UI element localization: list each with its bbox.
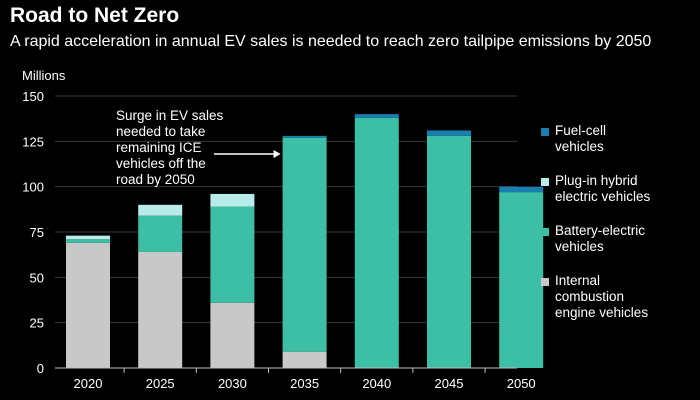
- bar-segment: [138, 251, 183, 368]
- bar-segment: [138, 204, 183, 216]
- annotation-text: Surge in EV sales: [116, 108, 224, 123]
- legend-label-line: electric vehicles: [555, 189, 651, 204]
- bar-segment: [427, 130, 471, 136]
- bar-segment: [354, 114, 399, 118]
- annotation-text: road by 2050: [116, 172, 195, 187]
- bar-segment: [427, 135, 471, 368]
- y-tick-label: 50: [30, 270, 44, 285]
- x-tick-label: 2050: [507, 376, 536, 391]
- annotation-text: needed to take: [116, 124, 205, 139]
- bar-segment: [138, 215, 183, 252]
- legend-swatch: [541, 278, 549, 286]
- annotation-text: vehicles off the: [116, 156, 206, 171]
- y-tick-label: 0: [37, 361, 44, 376]
- bar-segment: [282, 137, 327, 352]
- x-tick-label: 2020: [74, 376, 103, 391]
- bar-segment: [210, 193, 255, 207]
- bar-segment: [282, 351, 327, 368]
- legend-label-line: Internal: [555, 273, 601, 288]
- y-tick-label: 75: [30, 225, 44, 240]
- bar-segment: [210, 206, 255, 303]
- legend-label-line: combustion: [555, 289, 625, 304]
- legend-label: Fuel-cell vehicles: [555, 123, 695, 155]
- legend-swatch: [541, 128, 549, 136]
- x-tick-label: 2045: [435, 376, 464, 391]
- legend-label-line: Plug-in hybrid: [555, 173, 638, 188]
- bar-segment: [66, 239, 110, 243]
- legend-label-line: vehicles: [555, 139, 604, 154]
- bar-segment: [210, 302, 255, 368]
- y-tick-label: 125: [22, 134, 44, 149]
- annotation-text: remaining ICE: [116, 140, 202, 155]
- legend-label-line: Fuel-cell: [555, 123, 607, 138]
- legend-swatch: [541, 178, 549, 186]
- legend-swatch: [541, 228, 549, 236]
- x-tick-label: 2030: [218, 376, 247, 391]
- legend-label: Battery-electric vehicles: [555, 223, 695, 255]
- chart-title: Road to Net Zero: [10, 4, 180, 27]
- bar-segment: [66, 242, 110, 368]
- legend-label-line: Battery-electric: [555, 223, 646, 238]
- chart-subtitle: A rapid acceleration in annual EV sales …: [10, 33, 652, 50]
- bar-segment: [354, 117, 399, 368]
- x-tick-label: 2025: [146, 376, 175, 391]
- y-axis-label: Millions: [22, 68, 66, 83]
- y-tick-label: 100: [22, 180, 44, 195]
- annotation-arrow-head: [273, 150, 281, 158]
- bar-segment: [499, 192, 544, 368]
- legend-label: Internal combustion engine vehicles: [555, 273, 695, 321]
- y-tick-label: 25: [30, 316, 44, 331]
- legend-label-line: vehicles: [555, 239, 604, 254]
- legend-label-line: engine vehicles: [555, 305, 649, 320]
- y-tick-label: 150: [22, 89, 44, 104]
- bar-segment: [66, 235, 110, 240]
- x-tick-label: 2040: [362, 376, 391, 391]
- bar-segment: [499, 186, 544, 193]
- x-tick-label: 2035: [290, 376, 319, 391]
- bar-segment: [282, 135, 327, 138]
- legend-label: Plug-in hybrid electric vehicles: [555, 173, 695, 205]
